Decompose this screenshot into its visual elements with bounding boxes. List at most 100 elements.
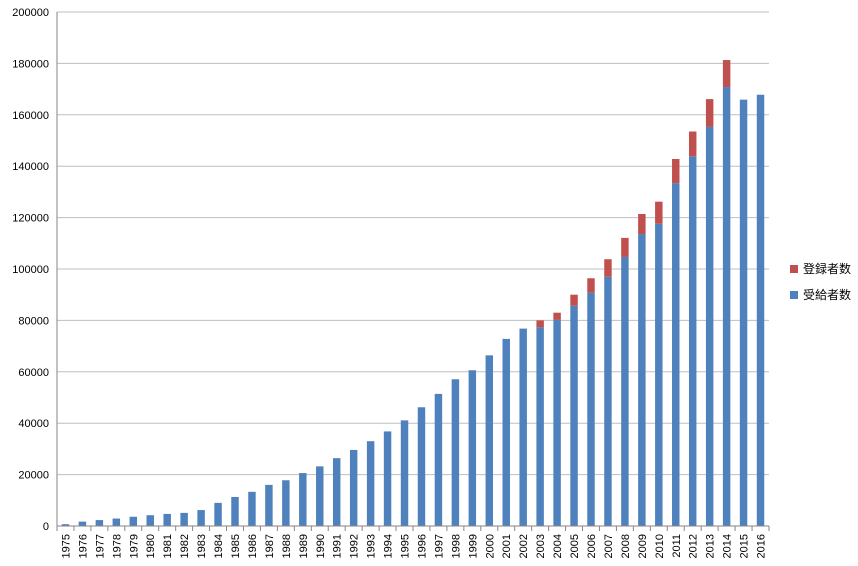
bar-recipients-1990 bbox=[316, 466, 324, 526]
y-tick-label: 60000 bbox=[18, 367, 49, 379]
x-tick-label: 1992 bbox=[349, 534, 361, 558]
x-tick-label: 2002 bbox=[518, 534, 530, 558]
x-tick-label: 1979 bbox=[128, 534, 140, 558]
x-tick-label: 1984 bbox=[213, 534, 225, 558]
y-tick-label: 120000 bbox=[12, 213, 49, 225]
bar-recipients-2011 bbox=[672, 183, 680, 526]
bar-registrants-2003 bbox=[536, 320, 544, 328]
bar-recipients-1991 bbox=[332, 458, 341, 526]
x-tick-label: 1990 bbox=[315, 534, 327, 558]
x-tick-label: 1999 bbox=[467, 534, 479, 558]
x-tick-label: 1995 bbox=[400, 534, 412, 558]
x-tick-label: 1987 bbox=[264, 534, 276, 558]
bar-registrants-2004 bbox=[553, 312, 561, 320]
x-tick-label: 1977 bbox=[94, 534, 106, 558]
x-tick-label: 1996 bbox=[416, 534, 428, 558]
bar-recipients-1981 bbox=[163, 513, 171, 526]
x-tick-label: 1986 bbox=[247, 534, 259, 558]
legend-label: 受給者数 bbox=[803, 287, 851, 302]
bar-recipients-1985 bbox=[231, 496, 239, 526]
bar-recipients-2004 bbox=[553, 319, 561, 526]
x-tick-label: 1991 bbox=[332, 534, 344, 558]
bar-registrants-2009 bbox=[638, 214, 646, 235]
bar-registrants-2006 bbox=[587, 278, 595, 293]
x-tick-label: 2006 bbox=[586, 534, 598, 558]
axes: 0 20000 40000 60000 80000 100000 120000 140000 1… bbox=[12, 7, 770, 558]
x-tick-label: 2015 bbox=[739, 534, 751, 558]
bar-recipients-2005 bbox=[570, 305, 578, 526]
bar-recipients-1993 bbox=[366, 441, 375, 526]
bar-recipients-2012 bbox=[688, 156, 697, 526]
legend-label: 登録者数 bbox=[803, 261, 851, 276]
bar-recipients-1977 bbox=[95, 520, 104, 526]
bar-recipients-2016 bbox=[756, 94, 765, 526]
bar-recipients-1983 bbox=[197, 510, 205, 526]
y-tick-label: 40000 bbox=[18, 418, 49, 430]
bar-recipients-1997 bbox=[434, 393, 443, 526]
x-tick-label: 1988 bbox=[281, 534, 293, 558]
x-tick-label: 1994 bbox=[383, 534, 395, 558]
x-tick-label: 2001 bbox=[501, 534, 513, 558]
bar-recipients-1994 bbox=[383, 431, 392, 526]
bar-recipients-1980 bbox=[146, 515, 154, 526]
x-tick-label: 2009 bbox=[637, 534, 649, 558]
bar-recipients-1987 bbox=[265, 484, 273, 526]
bar-recipients-2001 bbox=[502, 338, 510, 526]
x-tick-label: 1976 bbox=[77, 534, 89, 558]
x-tick-label: 1978 bbox=[111, 534, 123, 558]
x-tick-label: 1997 bbox=[433, 534, 445, 558]
bar-registrants-2007 bbox=[604, 259, 612, 277]
bar-recipients-1978 bbox=[112, 518, 121, 526]
bar-recipients-1999 bbox=[468, 370, 477, 526]
x-tick-label: 2013 bbox=[705, 534, 717, 558]
x-tick-label: 2005 bbox=[569, 534, 581, 558]
bar-registrants-2014 bbox=[722, 60, 731, 88]
gridlines bbox=[57, 11, 769, 476]
x-tick-label: 1993 bbox=[366, 534, 378, 558]
bar-recipients-2014 bbox=[722, 87, 731, 526]
x-tick-label: 1975 bbox=[60, 534, 72, 558]
x-tick-label: 1985 bbox=[230, 534, 242, 558]
bar-recipients-2007 bbox=[604, 276, 612, 526]
bar-registrants-2008 bbox=[621, 237, 629, 257]
x-tick-label: 2010 bbox=[654, 534, 666, 558]
bar-registrants-2011 bbox=[672, 159, 680, 184]
x-tick-label: 1998 bbox=[450, 534, 462, 558]
y-tick-label: 80000 bbox=[18, 315, 49, 327]
bar-recipients-2008 bbox=[621, 256, 629, 526]
bar-registrants-2012 bbox=[688, 131, 697, 157]
x-tick-label: 1982 bbox=[179, 534, 191, 558]
x-tick-label: 2007 bbox=[603, 534, 615, 558]
bar-recipients-1992 bbox=[349, 449, 358, 526]
y-tick-label: 140000 bbox=[12, 161, 49, 173]
x-tick-label: 2012 bbox=[688, 534, 700, 558]
bar-recipients-2015 bbox=[739, 99, 748, 526]
bar-recipients-1996 bbox=[417, 407, 426, 526]
x-tick-label: 2016 bbox=[756, 534, 768, 558]
bar-recipients-1989 bbox=[299, 473, 307, 526]
legend-swatch bbox=[790, 265, 798, 273]
bar-recipients-2009 bbox=[638, 234, 646, 527]
x-tick-label: 2003 bbox=[535, 534, 547, 558]
x-tick-label: 2014 bbox=[722, 534, 734, 558]
bar-registrants-2005 bbox=[570, 294, 578, 306]
y-tick-label: 20000 bbox=[18, 470, 49, 482]
bar-recipients-2003 bbox=[536, 327, 544, 526]
bar-recipients-1988 bbox=[282, 480, 290, 526]
x-tick-label: 2011 bbox=[671, 534, 683, 558]
legend-swatch bbox=[790, 291, 798, 299]
y-tick-label: 200000 bbox=[12, 7, 49, 19]
x-tick-label: 2004 bbox=[552, 534, 564, 558]
bar-registrants-2010 bbox=[655, 201, 663, 224]
y-tick-label: 160000 bbox=[12, 110, 49, 122]
bar-recipients-2013 bbox=[705, 126, 714, 526]
bar-recipients-1995 bbox=[400, 420, 409, 526]
bar-recipients-2006 bbox=[587, 292, 595, 526]
bar-recipients-2010 bbox=[655, 223, 663, 526]
bar-recipients-2002 bbox=[519, 328, 527, 526]
x-tick-label: 2000 bbox=[484, 534, 496, 558]
x-tick-label: 1981 bbox=[162, 534, 174, 558]
